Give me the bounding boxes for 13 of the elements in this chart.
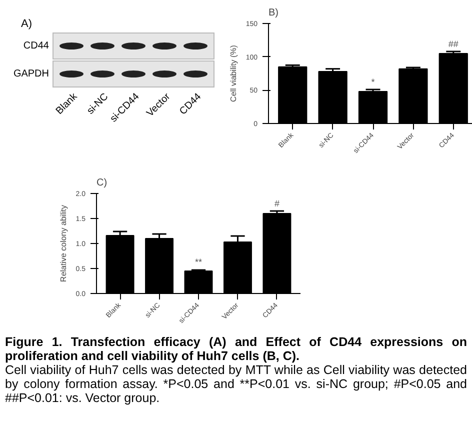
text: GAPDH	[13, 68, 49, 80]
annotation: *	[371, 76, 376, 87]
annotation: ##	[448, 38, 458, 49]
chart-title: B)	[268, 8, 278, 18]
text: CD44	[23, 40, 50, 52]
caption: Figure 1. Transfection efficacy (A) and Effect of CD44 expressions on proliferation and cell viability of Huh7 cells (B, C).	[5, 335, 467, 363]
y-axis-title: Relative colony ability	[58, 205, 68, 282]
y-axis-title: Cell viability (%)	[228, 44, 238, 102]
annotation: #	[274, 198, 280, 208]
text: A)	[21, 18, 32, 30]
annotation: **	[195, 257, 202, 267]
chart-title: C)	[96, 178, 108, 188]
text: Cell viability of Huh7 cells was detected by MTT while as Cell viability was detected by colony formation assay. *P<0.05 and **P<0.01 vs. si-NC group; #P<0.05 and ##P<0.01: vs. Vector group.	[5, 363, 467, 405]
